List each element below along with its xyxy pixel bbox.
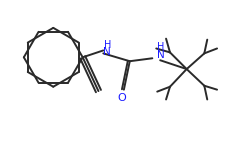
Text: N: N: [103, 47, 111, 57]
Text: N: N: [157, 50, 165, 60]
Text: O: O: [118, 94, 126, 104]
Text: H: H: [157, 42, 165, 52]
Text: H: H: [104, 40, 111, 50]
